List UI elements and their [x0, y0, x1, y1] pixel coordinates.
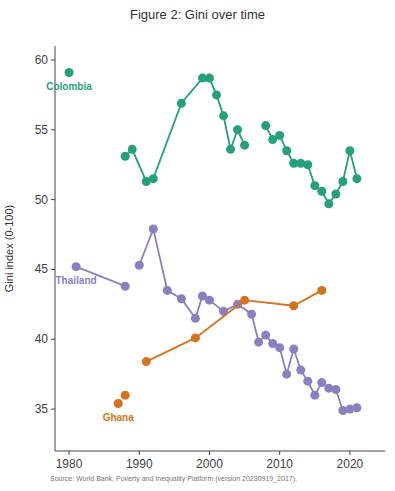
data-point[interactable]: [324, 199, 333, 208]
data-point[interactable]: [114, 399, 123, 408]
data-point[interactable]: [212, 90, 221, 99]
data-point[interactable]: [275, 131, 284, 140]
data-point[interactable]: [72, 262, 81, 271]
data-point[interactable]: [240, 296, 249, 305]
series-label: Thailand: [56, 275, 97, 286]
x-tick: [139, 451, 140, 455]
data-point[interactable]: [191, 333, 200, 342]
y-tick-label: 45: [35, 262, 49, 276]
x-tick-label: 2020: [337, 457, 364, 471]
data-point[interactable]: [331, 385, 340, 394]
data-point[interactable]: [275, 343, 284, 352]
x-tick-label: 1990: [126, 457, 153, 471]
data-point[interactable]: [310, 391, 319, 400]
data-point[interactable]: [149, 224, 158, 233]
data-point[interactable]: [303, 377, 312, 386]
data-point[interactable]: [317, 286, 326, 295]
y-tick: [51, 409, 55, 410]
data-point[interactable]: [135, 261, 144, 270]
data-point[interactable]: [163, 286, 172, 295]
data-point[interactable]: [149, 174, 158, 183]
data-point[interactable]: [261, 331, 270, 340]
data-point[interactable]: [317, 187, 326, 196]
data-point[interactable]: [254, 338, 263, 347]
series-label: Colombia: [46, 81, 92, 92]
y-axis-label: Gini index (0-100): [3, 205, 15, 292]
y-tick-label: 35: [35, 402, 49, 416]
data-point[interactable]: [128, 145, 137, 154]
data-point[interactable]: [205, 296, 214, 305]
series-label: Ghana: [103, 412, 135, 423]
x-axis-line: [55, 451, 385, 452]
data-point[interactable]: [177, 294, 186, 303]
data-point[interactable]: [282, 370, 291, 379]
x-tick: [69, 451, 70, 455]
data-point[interactable]: [345, 146, 354, 155]
data-point[interactable]: [121, 391, 130, 400]
data-point[interactable]: [177, 99, 186, 108]
source-note: Source: World Bank, Poverty and Inequali…: [50, 475, 297, 483]
data-point[interactable]: [282, 146, 291, 155]
y-axis-line: [55, 46, 56, 451]
data-point[interactable]: [240, 141, 249, 150]
title: Figure 2: Gini over time: [130, 7, 265, 22]
y-tick-label: 50: [35, 193, 49, 207]
data-point[interactable]: [317, 378, 326, 387]
series-line: [125, 78, 357, 204]
data-point[interactable]: [121, 152, 130, 161]
x-tick: [209, 451, 210, 455]
data-point[interactable]: [226, 145, 235, 154]
y-tick: [51, 339, 55, 340]
data-point[interactable]: [142, 357, 151, 366]
y-tick-label: 40: [35, 332, 49, 346]
data-point[interactable]: [205, 74, 214, 83]
series-line: [146, 290, 322, 361]
data-point[interactable]: [65, 68, 74, 77]
x-tick-label: 2010: [266, 457, 293, 471]
data-point[interactable]: [352, 174, 361, 183]
y-tick: [51, 199, 55, 200]
x-tick: [279, 451, 280, 455]
plot-area: [65, 68, 362, 415]
data-point[interactable]: [352, 403, 361, 412]
data-point[interactable]: [289, 301, 298, 310]
x-tick-label: 2000: [196, 457, 223, 471]
data-point[interactable]: [233, 125, 242, 134]
data-point[interactable]: [338, 177, 347, 186]
y-tick: [51, 269, 55, 270]
data-point[interactable]: [303, 160, 312, 169]
y-tick-label: 60: [35, 53, 49, 67]
x-tick: [349, 451, 350, 455]
y-tick: [51, 129, 55, 130]
data-point[interactable]: [310, 181, 319, 190]
data-point[interactable]: [261, 121, 270, 130]
data-point[interactable]: [121, 282, 130, 291]
y-tick: [51, 59, 55, 60]
data-point[interactable]: [296, 366, 305, 375]
y-tick-label: 55: [35, 123, 49, 137]
data-point[interactable]: [191, 314, 200, 323]
x-tick-label: 1980: [56, 457, 83, 471]
data-point[interactable]: [219, 111, 228, 120]
data-point[interactable]: [289, 345, 298, 354]
series-line: [76, 229, 357, 411]
data-point[interactable]: [247, 310, 256, 319]
chart: Figure 2: Gini over time Gini index (0-10…: [0, 0, 395, 491]
data-point[interactable]: [331, 190, 340, 199]
